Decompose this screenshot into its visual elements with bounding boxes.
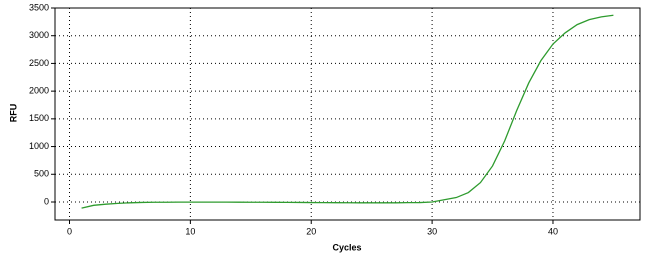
data-line	[81, 14, 614, 209]
y-tick-label: 1500	[29, 113, 49, 123]
x-tick-label: 30	[427, 226, 437, 236]
y-tick-label: 3000	[29, 30, 49, 40]
x-tick-label: 0	[67, 226, 72, 236]
x-tick-label: 20	[306, 226, 316, 236]
y-tick-label: 3500	[29, 2, 49, 12]
x-axis-label: Cycles	[332, 242, 361, 252]
x-tick-label: 40	[548, 226, 558, 236]
x-tick-label: 10	[185, 226, 195, 236]
plot-border	[54, 7, 641, 221]
y-axis-label: RFU	[8, 104, 18, 123]
y-tick-label: 1000	[29, 141, 49, 151]
y-tick-label: 2000	[29, 86, 49, 96]
y-tick-label: 500	[34, 169, 49, 179]
y-tick-label: 2500	[29, 58, 49, 68]
y-tick-label: 0	[44, 196, 49, 206]
